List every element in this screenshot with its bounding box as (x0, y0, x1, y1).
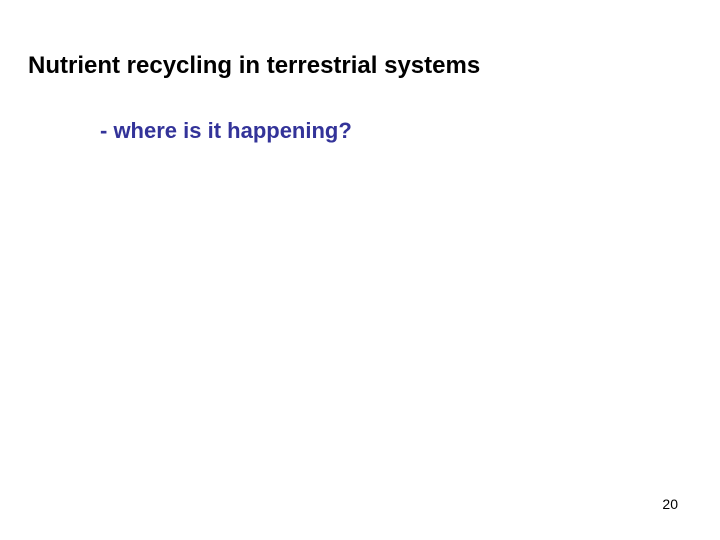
slide-title: Nutrient recycling in terrestrial system… (28, 52, 480, 80)
slide: Nutrient recycling in terrestrial system… (0, 0, 720, 540)
slide-subtitle: - where is it happening? (100, 118, 352, 144)
page-number: 20 (662, 496, 678, 512)
